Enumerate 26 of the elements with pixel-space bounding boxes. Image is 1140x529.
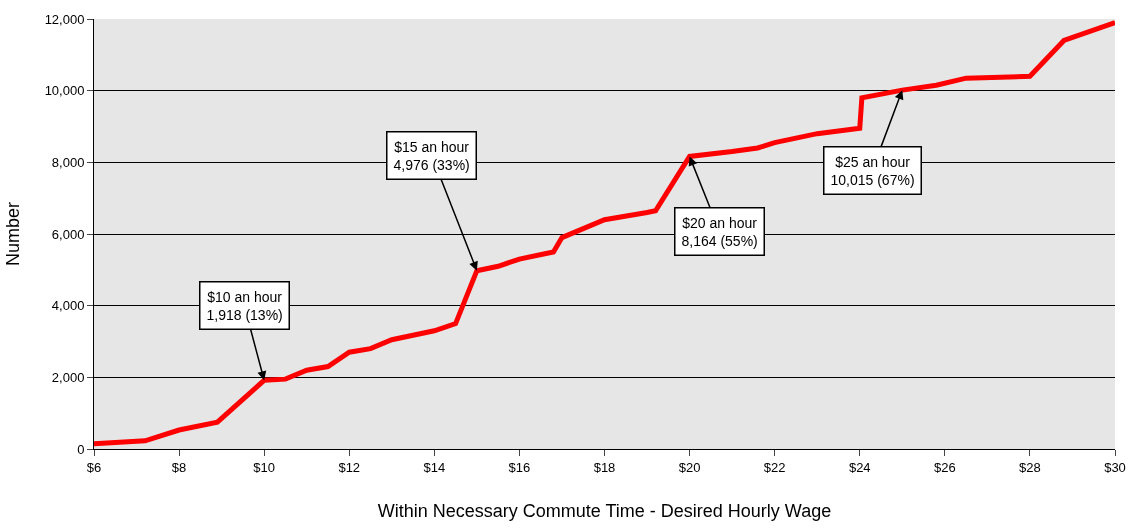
x-tick-label: $18 [593, 459, 616, 475]
x-tick-label: $14 [423, 459, 446, 475]
y-axis-title: Number [2, 201, 23, 267]
x-tick-label: $10 [253, 459, 276, 475]
y-tick-label: 6,000 [51, 226, 85, 242]
y-tick-label: 4,000 [51, 298, 85, 314]
y-tick-label: 12,000 [44, 11, 85, 27]
x-tick-label: $24 [848, 459, 871, 475]
y-tick-label: 10,000 [44, 83, 85, 99]
annotation: $10 an hour 1,918 (13%) [206, 288, 283, 323]
x-tick-label: $8 [171, 459, 187, 475]
x-tick-label: $22 [763, 459, 786, 475]
x-tick-label: $6 [86, 459, 102, 475]
y-tick-label: 2,000 [51, 369, 85, 385]
x-tick-label: $16 [508, 459, 531, 475]
x-tick-label: $30 [1104, 459, 1126, 475]
annotation: $15 an hour 4,976 (33%) [393, 138, 470, 173]
y-tick-label: 8,000 [51, 154, 85, 170]
annotation: $25 an hour 10,015 (67%) [830, 153, 915, 188]
x-tick-label: $12 [338, 459, 361, 475]
x-tick-label: $26 [933, 459, 956, 475]
y-tick-label: 0 [77, 441, 85, 457]
annotation: $20 an hour 8,164 (55%) [681, 214, 758, 249]
x-axis-title: Within Necessary Commute Time - Desired Hourly Wage [377, 500, 832, 521]
x-tick-label: $28 [1019, 459, 1041, 475]
x-tick-label: $20 [678, 459, 701, 475]
